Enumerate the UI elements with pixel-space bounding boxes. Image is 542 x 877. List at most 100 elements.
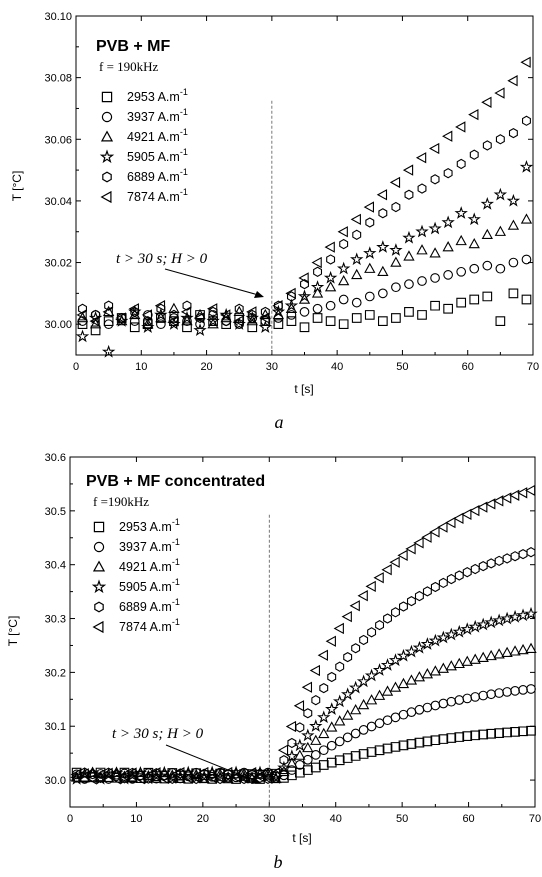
data-point [420,637,435,650]
data-point [129,322,140,333]
data-point [286,316,297,326]
data-point [469,149,479,160]
data-point [373,572,384,584]
data-point [502,553,512,564]
data-point [413,671,426,682]
legend-unit-exponent: -1 [180,147,188,157]
data-point [373,689,386,700]
data-point [521,294,532,305]
data-point [508,257,519,268]
data-point [421,668,434,679]
data-point [406,707,417,717]
data-point [190,768,202,780]
data-point [506,193,521,207]
data-point [116,315,128,326]
data-point [453,512,464,524]
data-point [234,303,244,314]
data-point [115,312,126,324]
data-point [430,300,440,311]
data-point [454,206,468,219]
data-point [208,310,218,320]
panel-b-caption: b [274,852,283,872]
data-point [277,760,291,774]
data-point [207,303,218,315]
panel-a-ylabel: T [°C] [10,171,24,202]
data-point [397,677,410,689]
legend-marker [92,620,104,634]
data-point [495,316,506,326]
data-point [510,686,520,696]
data-point [398,740,409,751]
data-point [312,303,323,314]
data-point [486,689,497,700]
panel-b-arrow-head [251,777,261,784]
data-point [510,551,520,562]
x-tick-label: 40 [330,813,342,825]
data-point [456,158,466,170]
data-point [313,266,323,277]
data-point [287,737,297,749]
y-tick-label: 30.3 [45,614,66,626]
x-tick-label: 0 [67,813,73,825]
data-point [391,313,401,323]
data-point [494,225,507,236]
data-point [404,279,414,289]
data-point [198,766,209,779]
data-point [508,127,518,139]
data-point [442,130,453,142]
data-point [324,241,335,253]
data-point [325,635,336,647]
legend-marker [101,111,113,123]
y-tick-label: 30.10 [44,11,72,23]
data-point [462,693,473,704]
data-point [311,695,321,706]
data-point [461,508,472,521]
data-point [422,702,433,713]
data-point [142,318,154,329]
data-point [398,709,409,720]
data-point [261,772,273,784]
panel-b-chart: 0 10 20 30 40 50 60 70 30.0 30.1 30.2 30.3 30.4 30.5 3… [6,452,541,872]
x-tick-label: 50 [396,361,408,373]
data-point [339,238,349,250]
data-point [78,768,89,780]
data-point [156,319,166,330]
data-point [402,164,414,176]
data-point [508,288,519,299]
legend-marker [102,171,112,183]
data-point [468,237,480,249]
data-point [220,309,231,321]
data-point [206,314,220,327]
data-point [233,305,245,317]
data-point [338,319,349,330]
legend-unit-exponent: -1 [180,87,188,97]
data-point [310,762,321,773]
y-tick-label: 30.0 [45,775,66,787]
data-point [403,250,415,261]
data-point [299,307,310,317]
data-point [493,187,508,201]
data-point [478,560,488,572]
data-point [494,555,504,566]
data-point [413,537,424,549]
data-point [286,310,297,320]
data-point [182,322,192,333]
data-point [470,692,481,702]
x-tick-label: 60 [462,813,474,825]
data-point [327,671,337,683]
data-point [311,256,322,269]
data-point [524,484,536,497]
x-tick-label: 0 [73,361,79,373]
data-point [318,745,329,756]
x-tick-label: 40 [331,361,343,373]
data-point [391,201,401,213]
data-point [310,280,325,293]
data-point [436,630,451,644]
data-point [326,254,336,265]
data-point [351,313,362,323]
data-point [507,75,518,87]
data-point [365,580,376,593]
data-point [507,219,520,230]
data-point [325,300,336,311]
